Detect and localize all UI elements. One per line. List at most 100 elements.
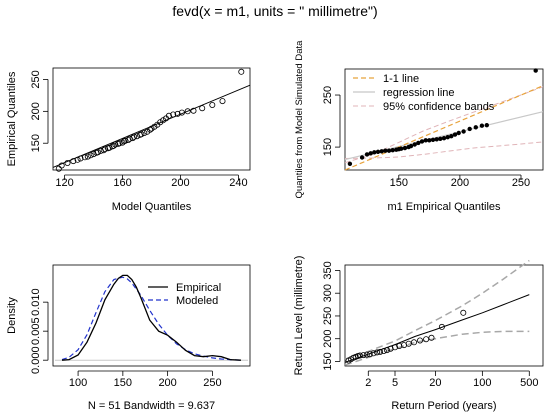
density-x-tick-label: 150: [114, 377, 132, 389]
qq-simulated-point: [449, 133, 454, 139]
return-level-x-tick-label: 500: [520, 377, 538, 389]
qq-model-point: [64, 159, 71, 166]
return-level-x-tick-label: 20: [429, 377, 441, 389]
qq-simulated-point: [379, 149, 384, 154]
qq-simulated-point: [467, 126, 472, 132]
qq-model-point: [178, 109, 185, 116]
qq-simulated-point: [533, 68, 538, 73]
qq-model-point: [141, 129, 148, 136]
qq-simulated-point: [434, 137, 439, 142]
qq-simulated-legend-label: 1-1 line: [383, 73, 419, 85]
figure-title: fevd(x = m1, units = " millimetre"): [172, 3, 377, 19]
qq-simulated-point: [383, 148, 388, 153]
qq-model-x-tick-label: 200: [171, 177, 189, 189]
qq-model-x-axis-title: Model Quantiles: [112, 201, 192, 213]
qq-model-point: [190, 107, 197, 114]
qq-model-point: [199, 105, 206, 112]
qq-model-y-tick-label: 250: [30, 70, 42, 88]
qq-model-point: [70, 158, 77, 165]
density-x-tick-label: 250: [203, 377, 221, 389]
qq-simulated-x-tick-label: 200: [451, 177, 469, 189]
density-legend-label: Empirical: [176, 282, 221, 294]
qq-simulated-point: [416, 140, 421, 146]
return-level-point: [387, 345, 394, 352]
qq-model-point: [102, 145, 109, 152]
qq-simulated-point: [347, 161, 353, 166]
qq-model-point: [209, 102, 216, 109]
qq-simulated-one-to-one-line: [344, 85, 544, 171]
qq-simulated-legend-label: 95% confidence bands: [383, 101, 495, 113]
density-x-tick-label: 100: [69, 377, 87, 389]
qq-model-point: [219, 98, 226, 105]
qq-simulated-lower-band: [344, 141, 544, 159]
return-level-point: [363, 351, 370, 358]
qq-simulated-point: [427, 138, 432, 143]
return-level-y-axis-title: Return Level (millimetre): [293, 256, 305, 376]
return-level-x-tick-label: 100: [473, 377, 491, 389]
return-level-point: [373, 349, 380, 356]
qq-simulated-point: [441, 135, 447, 141]
qq-simulated-point: [364, 152, 370, 157]
qq-simulated-point: [412, 142, 417, 147]
qq-simulated-point: [368, 151, 373, 156]
density-y-tick-label: 0.005: [30, 317, 42, 345]
qq-simulated-x-axis-title: m1 Empirical Quantiles: [387, 201, 501, 213]
qq-simulated-point: [386, 148, 392, 153]
qq-simulated-point: [390, 147, 395, 153]
qq-simulated-point: [473, 125, 478, 130]
qq-simulated-point: [445, 134, 450, 140]
return-level-point: [423, 336, 430, 343]
return-level-point: [391, 344, 398, 351]
return-level-point: [366, 351, 373, 358]
qq-simulated-point: [479, 123, 485, 128]
qq-simulated-point: [456, 130, 461, 136]
return-level-point: [405, 340, 412, 347]
qq-simulated-point: [408, 143, 414, 149]
qq-model-point: [74, 156, 81, 163]
return-level-point: [460, 309, 467, 316]
qq-model-y-tick-label: 200: [30, 102, 42, 120]
qq-model-point: [81, 154, 88, 161]
qq-simulated-point: [402, 145, 408, 151]
qq-model-point: [147, 126, 154, 133]
return-level-point: [428, 334, 435, 341]
qq-model-plot-frame: [52, 67, 251, 171]
density-y-tick-label: 0.000: [30, 346, 42, 374]
qq-simulated-point: [452, 132, 458, 137]
return-level-lower-ci: [344, 330, 530, 366]
return-level-y-tick-label: 200: [322, 330, 334, 348]
qq-simulated-point: [438, 136, 443, 141]
qq-simulated-point: [375, 149, 381, 154]
qq-simulated-legend-label: regression line: [383, 87, 455, 99]
qq-simulated-y-tick-label: 250: [322, 86, 334, 104]
return-level-point: [380, 347, 387, 354]
qq-simulated-x-tick-label: 250: [512, 177, 530, 189]
qq-simulated-point: [399, 146, 404, 151]
qq-model-x-tick-label: 240: [229, 177, 247, 189]
density-x-axis-title: N = 51 Bandwidth = 9.637: [88, 400, 215, 412]
qq-model-point: [170, 111, 177, 118]
qq-model-point: [84, 153, 91, 160]
density-empirical-line: [61, 274, 242, 361]
qq-model-point: [87, 152, 94, 159]
qq-model-point: [184, 108, 191, 115]
qq-simulated-plot-frame: [344, 68, 544, 171]
return-level-point: [383, 347, 390, 354]
return-level-upper-ci: [344, 259, 530, 360]
qq-simulated-point: [359, 155, 365, 160]
qq-simulated-y-tick-label: 150: [322, 138, 334, 156]
return-level-curve: [344, 294, 530, 363]
qq-model-point: [77, 155, 84, 162]
qq-model-point: [174, 110, 181, 117]
qq-model-x-tick-label: 120: [55, 177, 73, 189]
qq-model-point: [131, 133, 138, 140]
qq-simulated-y-axis-title: Quantiles from Model Simulated Data: [294, 40, 305, 199]
return-level-x-axis-title: Return Period (years): [391, 400, 496, 412]
return-level-point: [360, 352, 367, 359]
qq-simulated-point: [430, 137, 436, 142]
qq-simulated-point: [484, 122, 489, 128]
density-y-tick-label: 0.010: [30, 288, 42, 316]
qq-model-point: [138, 131, 145, 138]
return-level-point: [438, 323, 445, 330]
